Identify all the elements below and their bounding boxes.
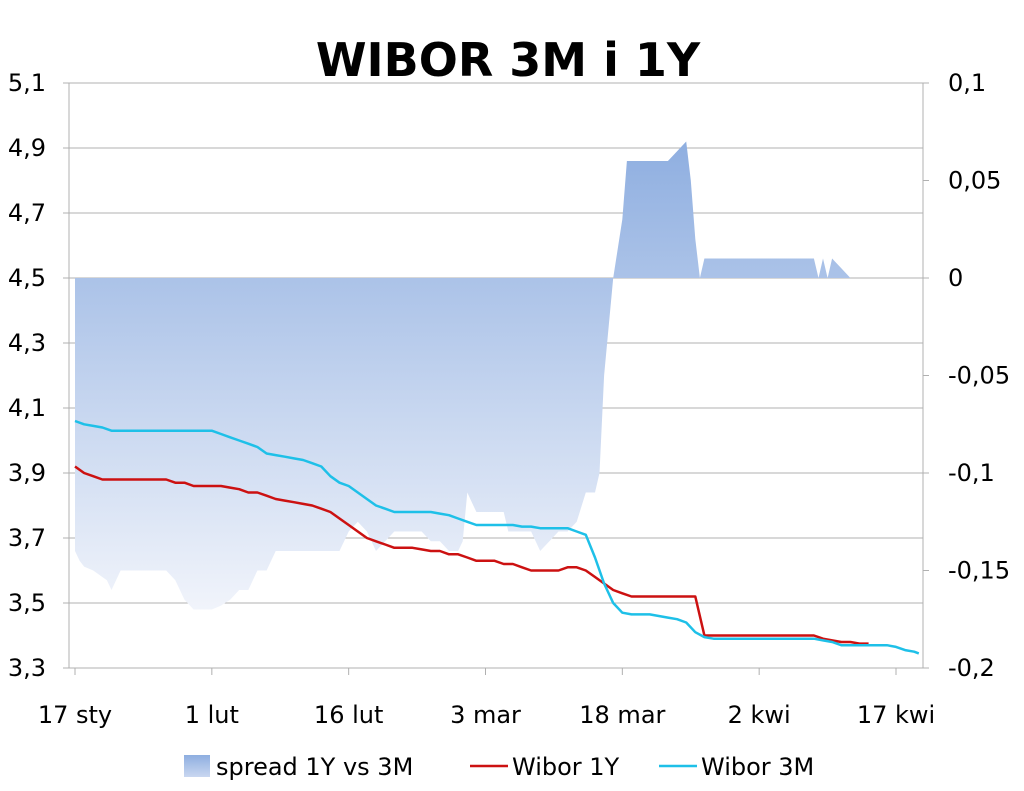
y-left-tick-label: 4,5 bbox=[8, 264, 46, 292]
y-axis-left-tick-labels: 5,1 4,9 4,7 4,5 4,3 4,1 3,9 3,7 3,5 3,3 bbox=[8, 69, 46, 682]
legend-item-spread-1y-vs-3m: spread 1Y vs 3M bbox=[184, 753, 413, 781]
x-axis-tick-labels: 17 sty 1 lut 16 lut 3 mar 18 mar 2 kwi 17 kwi bbox=[38, 701, 935, 729]
series-area-spread-1y-vs-3m bbox=[75, 141, 851, 610]
legend-label: Wibor 3M bbox=[701, 753, 814, 781]
y-left-tick-label: 3,5 bbox=[8, 589, 46, 617]
legend: spread 1Y vs 3M Wibor 1Y Wibor 3M bbox=[184, 753, 814, 781]
y-axis-right-tick-labels: 0,1 0,05 0 -0,05 -0,1 -0,15 -0,2 bbox=[948, 69, 1010, 682]
x-tick-label: 17 kwi bbox=[857, 701, 935, 729]
y-right-tick-label: 0,1 bbox=[948, 69, 986, 97]
y-left-tick-label: 3,9 bbox=[8, 459, 46, 487]
x-tick-label: 16 lut bbox=[314, 701, 383, 729]
y-left-tick-label: 3,3 bbox=[8, 654, 46, 682]
x-tick-label: 17 sty bbox=[38, 701, 112, 729]
legend-item-wibor-1y: Wibor 1Y bbox=[470, 753, 620, 781]
x-tick-label: 18 mar bbox=[579, 701, 665, 729]
y-right-tick-label: -0,1 bbox=[948, 459, 995, 487]
x-tick-label: 3 mar bbox=[450, 701, 521, 729]
legend-swatch bbox=[184, 755, 210, 777]
axes bbox=[63, 82, 929, 675]
y-right-tick-label: -0,15 bbox=[948, 557, 1010, 585]
y-right-tick-label: -0,05 bbox=[948, 362, 1010, 390]
y-left-tick-label: 3,7 bbox=[8, 524, 46, 552]
legend-label: Wibor 1Y bbox=[512, 753, 620, 781]
series-area-layer bbox=[75, 141, 851, 610]
y-left-tick-label: 4,7 bbox=[8, 199, 46, 227]
y-right-tick-label: -0,2 bbox=[948, 654, 995, 682]
series-line-wibor-1y bbox=[74, 465, 869, 645]
legend-item-wibor-3m: Wibor 3M bbox=[659, 753, 814, 781]
x-tick-label: 2 kwi bbox=[728, 701, 791, 729]
y-left-tick-label: 4,9 bbox=[8, 134, 46, 162]
legend-label: spread 1Y vs 3M bbox=[216, 753, 413, 781]
series-line-wibor-3m bbox=[74, 419, 920, 655]
y-right-tick-label: 0,05 bbox=[948, 167, 1001, 195]
y-right-tick-label: 0 bbox=[948, 264, 963, 292]
y-left-tick-label: 4,1 bbox=[8, 394, 46, 422]
x-tick-label: 1 lut bbox=[185, 701, 239, 729]
y-left-tick-label: 5,1 bbox=[8, 69, 46, 97]
chart-title: WIBOR 3M i 1Y bbox=[316, 33, 701, 87]
y-left-tick-label: 4,3 bbox=[8, 329, 46, 357]
series-line-layer bbox=[74, 419, 920, 655]
